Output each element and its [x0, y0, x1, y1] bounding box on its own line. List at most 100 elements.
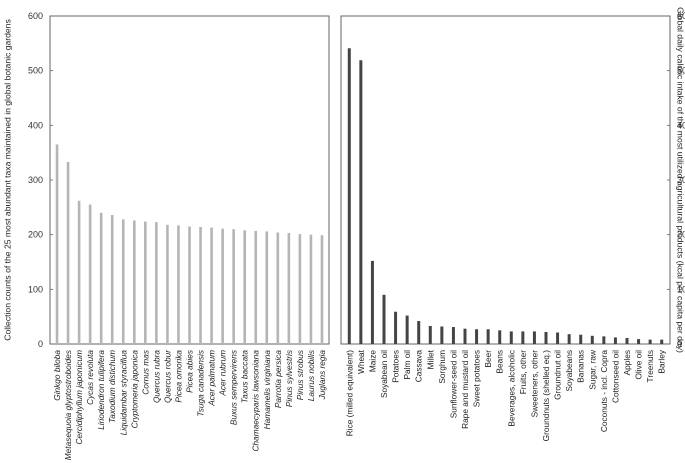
y-tick-label: 500 — [677, 66, 685, 76]
x-tick-label: Metasequoia glyptostroboides — [63, 350, 73, 460]
bar — [417, 321, 421, 344]
y-tick-label: 600 — [677, 11, 685, 21]
x-tick-label: Pinus sylvestris — [284, 350, 294, 407]
x-tick-label: Juglans regia — [317, 350, 327, 401]
x-tick-label: Beverages, alcoholic — [506, 350, 516, 427]
bar — [254, 230, 258, 344]
bar — [121, 219, 125, 344]
x-tick-label: Bananas — [576, 350, 586, 383]
bar — [440, 326, 444, 344]
x-tick-label: Liriodendron tulipifera — [96, 350, 106, 430]
x-tick-label: Acer rubrum — [218, 350, 228, 397]
x-tick-label: Quercus rubra — [151, 350, 161, 403]
bar — [498, 330, 502, 344]
bar — [210, 227, 213, 344]
y-axis-label: Global daily caloric intake of the most … — [676, 7, 685, 353]
bar — [243, 230, 246, 344]
x-tick-label: Picea abies — [185, 350, 195, 393]
y-tick-label: 200 — [28, 230, 43, 240]
x-tick-label: Sweeteners, other — [529, 350, 539, 418]
bar — [199, 227, 202, 344]
y-axis-label: Collection counts of the 25 most abundan… — [2, 19, 12, 341]
bar — [579, 334, 583, 344]
bar — [556, 332, 560, 344]
bar — [370, 260, 374, 344]
bar — [66, 161, 70, 344]
plot-frame — [340, 15, 671, 345]
x-tick-label: Millet — [425, 349, 435, 369]
bar — [544, 331, 548, 344]
y-tick-label: 500 — [28, 66, 43, 76]
x-tick-label: Sunflower-seed oil — [448, 350, 458, 418]
y-tick-label: 100 — [677, 284, 685, 294]
x-tick-label: Parrotia persica — [273, 350, 283, 408]
bar — [648, 339, 652, 344]
bar — [177, 225, 180, 344]
x-tick-label: Potatoes — [391, 350, 401, 383]
bar — [382, 294, 386, 344]
chart-panel-2: 0 100 200 300 400 500 600Global daily caloric … — [340, 7, 685, 442]
bar — [221, 228, 224, 344]
x-tick-label: Taxus baccata — [240, 350, 250, 404]
y-tick-label: 300 — [28, 175, 43, 185]
bar — [347, 48, 351, 345]
x-tick-label: Sweet potatoes — [472, 350, 482, 407]
x-tick-label: Quercus robur — [162, 349, 172, 403]
y-tick-label: 300 — [677, 175, 685, 185]
bar — [590, 335, 594, 344]
x-tick-label: Taxodium distichum — [107, 350, 117, 423]
bar — [359, 60, 363, 344]
bar — [166, 224, 169, 344]
y-tick-label: 400 — [28, 120, 43, 130]
bar — [394, 311, 398, 344]
bar — [451, 327, 455, 344]
x-tick-label: Treenuts — [645, 350, 655, 382]
x-tick-label: Cottonseed oil — [610, 350, 620, 403]
x-tick-label: Tsuga canadensis — [196, 350, 206, 417]
y-tick-label: 0 — [38, 339, 43, 349]
y-tick-label: 400 — [677, 120, 685, 130]
x-tick-label: Barley — [657, 349, 667, 373]
bar — [567, 334, 571, 344]
x-tick-label: Rice (milled equivalent) — [344, 350, 354, 436]
x-tick-label: Rape and mustard oil — [460, 350, 470, 429]
bar — [320, 235, 324, 344]
y-tick-label: 100 — [28, 284, 43, 294]
bar — [276, 232, 280, 344]
x-tick-label: Pinus strobus — [295, 350, 305, 400]
bar — [133, 220, 136, 344]
x-tick-label: Hamamelis virginiana — [262, 350, 272, 430]
bar — [602, 336, 606, 344]
x-tick-label: Cassava — [414, 350, 424, 383]
x-tick-label: Soyabeans — [564, 350, 574, 392]
bar — [613, 337, 617, 344]
bar — [475, 329, 479, 344]
x-tick-label: Chamaecyparis lawsoniana — [251, 350, 261, 452]
x-tick-label: Buxus sempervirens — [229, 350, 239, 425]
bar — [463, 328, 467, 344]
bar — [625, 337, 629, 344]
x-tick-label: Olive oil — [634, 350, 644, 380]
x-tick-label: Fruits, other — [518, 350, 528, 395]
x-tick-label: Groundnuts (shelled eq.) — [541, 350, 551, 442]
x-tick-label: Ginkgo biloba — [52, 350, 62, 401]
x-tick-label: Acer palmatum — [207, 350, 217, 407]
x-tick-label: Cornus mas — [140, 350, 150, 395]
bar — [232, 229, 235, 344]
bar — [110, 214, 114, 344]
chart-panel-1: 0 100 200 300 400 500 600 Collection counts of … — [2, 11, 330, 460]
bar — [509, 331, 513, 344]
x-tick-label: Liquidambar styraciflua — [118, 350, 128, 436]
x-tick-label: Sugar, raw — [587, 349, 597, 390]
x-tick-label: Cercidiphyllum japonicum — [74, 350, 84, 445]
bar — [521, 331, 525, 344]
bar — [144, 221, 147, 344]
x-tick-label: Sorghum — [437, 350, 447, 384]
bar — [637, 339, 641, 344]
x-tick-label: Apples — [622, 350, 632, 375]
bar — [55, 144, 59, 344]
x-tick-label: Maize — [367, 350, 377, 373]
bar — [155, 222, 158, 344]
bar — [77, 200, 81, 344]
